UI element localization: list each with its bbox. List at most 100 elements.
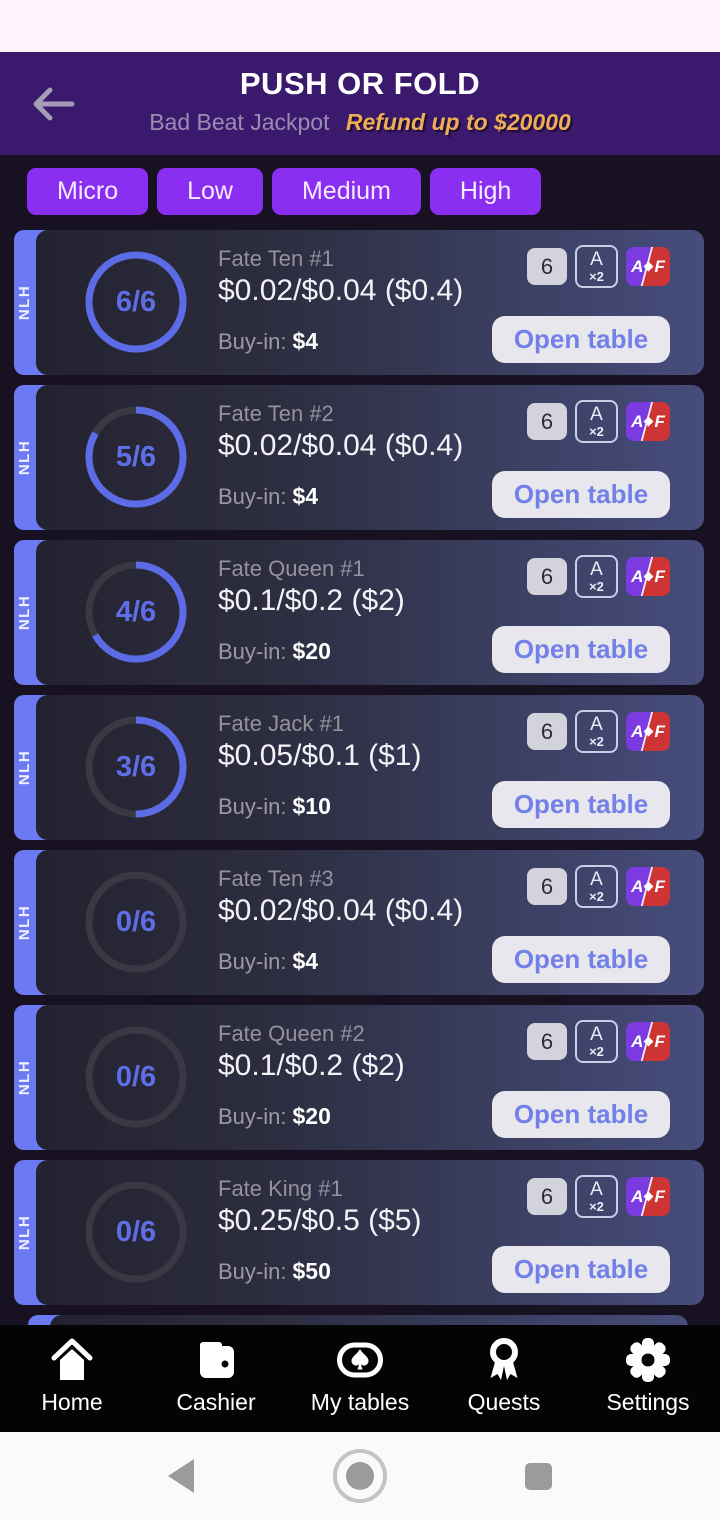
- max-players-badge: 6: [527, 1023, 567, 1060]
- buyin-label: Buy-in:: [218, 329, 287, 354]
- refund-promo: Refund up to $20000: [345, 109, 571, 135]
- seats-ring: [85, 1181, 187, 1283]
- game-variant-label: NLH: [16, 1214, 34, 1251]
- open-table-button[interactable]: Open table: [492, 1091, 670, 1138]
- diamond-icon: [643, 726, 654, 737]
- max-players-badge: 6: [527, 248, 567, 285]
- nav-item-quests[interactable]: Quests: [432, 1325, 576, 1432]
- seats-ring: [85, 561, 187, 663]
- buyin-value: $4: [292, 483, 319, 509]
- table-card[interactable]: NLH 0/6 Fate King #1 $0.25/$0.5 ($5) Buy…: [14, 1160, 704, 1305]
- home-icon: [51, 1338, 93, 1380]
- nav-label: Home: [41, 1389, 103, 1415]
- all-in-or-fold-badge: A F: [626, 1022, 670, 1061]
- table-card[interactable]: NLH 5/6 Fate Ten #2 $0.02/$0.04 ($0.4) B…: [14, 385, 704, 530]
- game-variant-label: NLH: [16, 1059, 34, 1096]
- ante-x2-badge: A ×2: [575, 245, 618, 288]
- open-table-button[interactable]: Open table: [492, 316, 670, 363]
- table-name: Fate Ten #2: [218, 401, 334, 426]
- android-recents-button[interactable]: [525, 1462, 552, 1490]
- ante-x2-badge: A ×2: [575, 400, 618, 443]
- buyin-label: Buy-in:: [218, 1259, 287, 1284]
- table-card-partial[interactable]: [28, 1315, 688, 1325]
- table-card[interactable]: NLH 3/6 Fate Jack #1 $0.05/$0.1 ($1) Buy…: [14, 695, 704, 840]
- all-in-or-fold-badge: A F: [626, 402, 670, 441]
- buyin-value: $10: [292, 793, 331, 819]
- seats-occupancy: 0/6: [115, 1215, 157, 1248]
- ante-x2-badge: A ×2: [575, 555, 618, 598]
- table-list: NLH 6/6 Fate Ten #1 $0.02/$0.04 ($0.4) B…: [0, 230, 720, 1305]
- table-name: Fate Queen #2: [218, 1021, 365, 1046]
- wallet-icon: [200, 1342, 234, 1378]
- diamond-icon: [643, 1036, 654, 1047]
- filter-micro[interactable]: Micro: [27, 168, 149, 215]
- buyin-label: Buy-in:: [218, 484, 287, 509]
- game-variant-label: NLH: [16, 904, 34, 941]
- header-subtitle: Bad Beat Jackpot Refund up to $20000: [0, 109, 720, 136]
- all-in-or-fold-badge: A F: [626, 867, 670, 906]
- seats-ring-progress: [85, 716, 187, 818]
- nav-item-cashier[interactable]: Cashier: [144, 1325, 288, 1432]
- table-card[interactable]: NLH 0/6 Fate Ten #3 $0.02/$0.04 ($0.4) B…: [14, 850, 704, 995]
- nav-item-settings[interactable]: Settings: [576, 1325, 720, 1432]
- open-table-button[interactable]: Open table: [492, 471, 670, 518]
- all-in-or-fold-badge: A F: [626, 712, 670, 751]
- table-name: Fate Jack #1: [218, 711, 344, 736]
- medal-icon: [490, 1338, 518, 1380]
- open-table-button[interactable]: Open table: [492, 626, 670, 673]
- seats-ring: [85, 1026, 187, 1128]
- android-back-button[interactable]: [168, 1459, 194, 1493]
- nav-label: My tables: [310, 1389, 410, 1415]
- filter-medium[interactable]: Medium: [271, 168, 421, 215]
- gear-icon: [626, 1338, 670, 1382]
- status-bar: [0, 0, 720, 52]
- table-name: Fate Ten #3: [218, 866, 334, 891]
- filter-low[interactable]: Low: [157, 168, 263, 215]
- table-card[interactable]: NLH 6/6 Fate Ten #1 $0.02/$0.04 ($0.4) B…: [14, 230, 704, 375]
- variant-strip: [28, 1315, 72, 1325]
- game-variant-label: NLH: [16, 594, 34, 631]
- table-name: Fate Ten #1: [218, 246, 334, 271]
- table-name: Fate King #1: [218, 1176, 343, 1201]
- seats-occupancy: 0/6: [115, 905, 157, 938]
- nav-item-my-tables[interactable]: My tables: [288, 1325, 432, 1432]
- table-card[interactable]: NLH 4/6 Fate Queen #1 $0.1/$0.2 ($2) Buy…: [14, 540, 704, 685]
- buyin-label: Buy-in:: [218, 639, 287, 664]
- table-stakes: $0.05/$0.1 ($1): [218, 739, 422, 772]
- header: PUSH OR FOLD Bad Beat Jackpot Refund up …: [0, 52, 720, 155]
- seats-ring-progress: [85, 251, 187, 353]
- open-table-button[interactable]: Open table: [492, 936, 670, 983]
- open-table-button[interactable]: Open table: [492, 781, 670, 828]
- seats-ring-progress: [85, 406, 187, 508]
- open-table-button[interactable]: Open table: [492, 1246, 670, 1293]
- diamond-icon: [643, 261, 654, 272]
- back-button[interactable]: [26, 78, 78, 130]
- filter-high[interactable]: High: [429, 168, 542, 215]
- seats-ring: [85, 251, 187, 353]
- buyin-label: Buy-in:: [218, 949, 287, 974]
- buyin-label: Buy-in:: [218, 794, 287, 819]
- arrow-left-icon: [33, 87, 75, 121]
- buyin-value: $50: [292, 1258, 331, 1284]
- game-variant-label: NLH: [16, 284, 34, 321]
- table-stakes: $0.02/$0.04 ($0.4): [218, 894, 464, 927]
- diamond-icon: [643, 571, 654, 582]
- seats-ring: [85, 406, 187, 508]
- buyin-value: $20: [292, 638, 331, 664]
- ante-x2-badge: A ×2: [575, 1020, 618, 1063]
- nav-item-home[interactable]: Home: [0, 1325, 144, 1432]
- table-name: Fate Queen #1: [218, 556, 365, 581]
- game-variant-label: NLH: [16, 439, 34, 476]
- table-stakes: $0.1/$0.2 ($2): [218, 584, 405, 617]
- seats-occupancy: 3/6: [115, 750, 157, 783]
- ante-x2-badge: A ×2: [575, 865, 618, 908]
- ante-x2-badge: A ×2: [575, 710, 618, 753]
- android-nav-bar: [0, 1432, 720, 1520]
- nav-label: Settings: [606, 1389, 690, 1415]
- android-home-button[interactable]: [331, 1447, 389, 1505]
- all-in-or-fold-badge: A F: [626, 247, 670, 286]
- table-card[interactable]: NLH 0/6 Fate Queen #2 $0.1/$0.2 ($2) Buy…: [14, 1005, 704, 1150]
- seats-occupancy: 5/6: [115, 440, 157, 473]
- table-stakes: $0.1/$0.2 ($2): [218, 1049, 405, 1082]
